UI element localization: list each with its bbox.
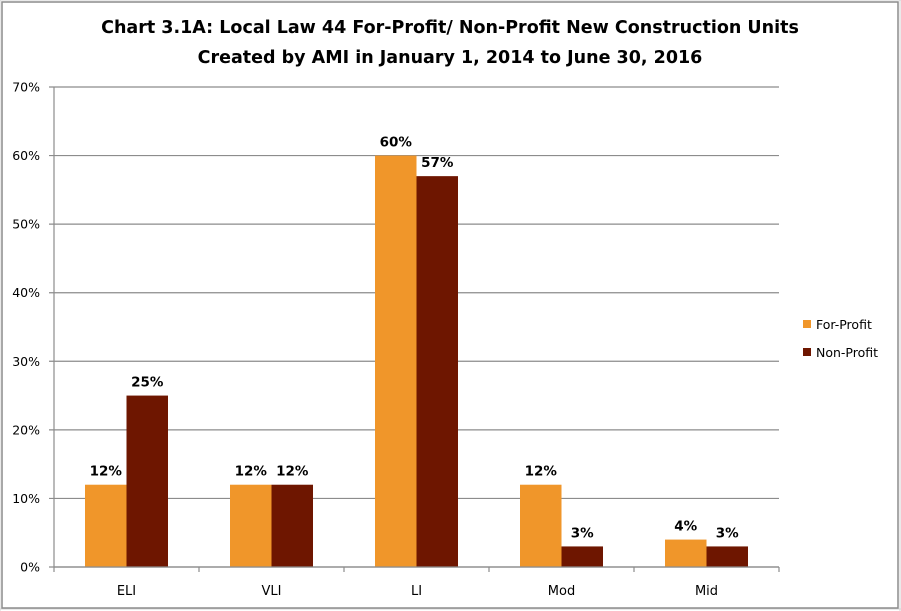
data-label-non-profit: 3%	[571, 525, 594, 541]
chart-title: Chart 3.1A: Local Law 44 For-Profit/ Non…	[101, 18, 799, 68]
bar-non-profit-mid	[706, 546, 748, 567]
x-axis: ELI VLI LI Mod Mid	[53, 566, 780, 599]
legend-swatch-non-profit	[803, 348, 811, 356]
bars	[85, 155, 748, 568]
bar-non-profit-li	[416, 176, 458, 567]
y-tick-label: 0%	[20, 560, 40, 575]
y-tick-label: 10%	[12, 491, 40, 506]
x-category-label: ELI	[117, 584, 136, 599]
data-label-for-profit: 4%	[674, 519, 697, 535]
bar-non-profit-eli	[126, 395, 168, 567]
chart-title-line-1: Chart 3.1A: Local Law 44 For-Profit/ Non…	[101, 18, 799, 38]
data-label-non-profit: 57%	[421, 155, 454, 171]
data-label-for-profit: 60%	[380, 135, 413, 151]
x-category-label: LI	[411, 584, 422, 599]
bar-non-profit-vli	[271, 484, 313, 567]
legend-label-non-profit: Non-Profit	[816, 345, 878, 360]
bar-for-profit-eli	[85, 484, 127, 567]
data-label-for-profit: 12%	[525, 464, 558, 480]
y-axis-ticks: 0% 10% 20% 30% 40% 50% 60% 70%	[12, 80, 40, 575]
bar-for-profit-mid	[665, 539, 707, 567]
x-category-label: Mid	[695, 584, 718, 599]
y-tick-label: 50%	[12, 217, 40, 232]
chart-title-line-2: Created by AMI in January 1, 2014 to Jun…	[198, 48, 703, 68]
bar-non-profit-mod	[561, 546, 603, 567]
y-tick-label: 40%	[12, 285, 40, 300]
legend: For-Profit Non-Profit	[803, 317, 878, 360]
data-label-non-profit: 3%	[716, 525, 739, 541]
data-label-non-profit: 12%	[276, 464, 309, 480]
legend-label-for-profit: For-Profit	[816, 317, 872, 332]
bar-for-profit-vli	[230, 484, 272, 567]
data-labels: 12% 12% 60% 12% 4% 25% 12% 57% 3% 3%	[90, 135, 740, 542]
x-category-label: Mod	[548, 584, 575, 599]
y-tick-label: 60%	[12, 148, 40, 163]
data-label-non-profit: 25%	[131, 375, 164, 391]
y-tick-label: 70%	[12, 80, 40, 95]
legend-swatch-for-profit	[803, 320, 811, 328]
x-category-label: VLI	[262, 584, 282, 599]
bar-for-profit-mod	[520, 484, 562, 567]
y-tick-label: 30%	[12, 354, 40, 369]
data-label-for-profit: 12%	[235, 464, 268, 480]
bar-for-profit-li	[375, 155, 417, 568]
data-label-for-profit: 12%	[90, 464, 123, 480]
y-tick-label: 20%	[12, 422, 40, 437]
